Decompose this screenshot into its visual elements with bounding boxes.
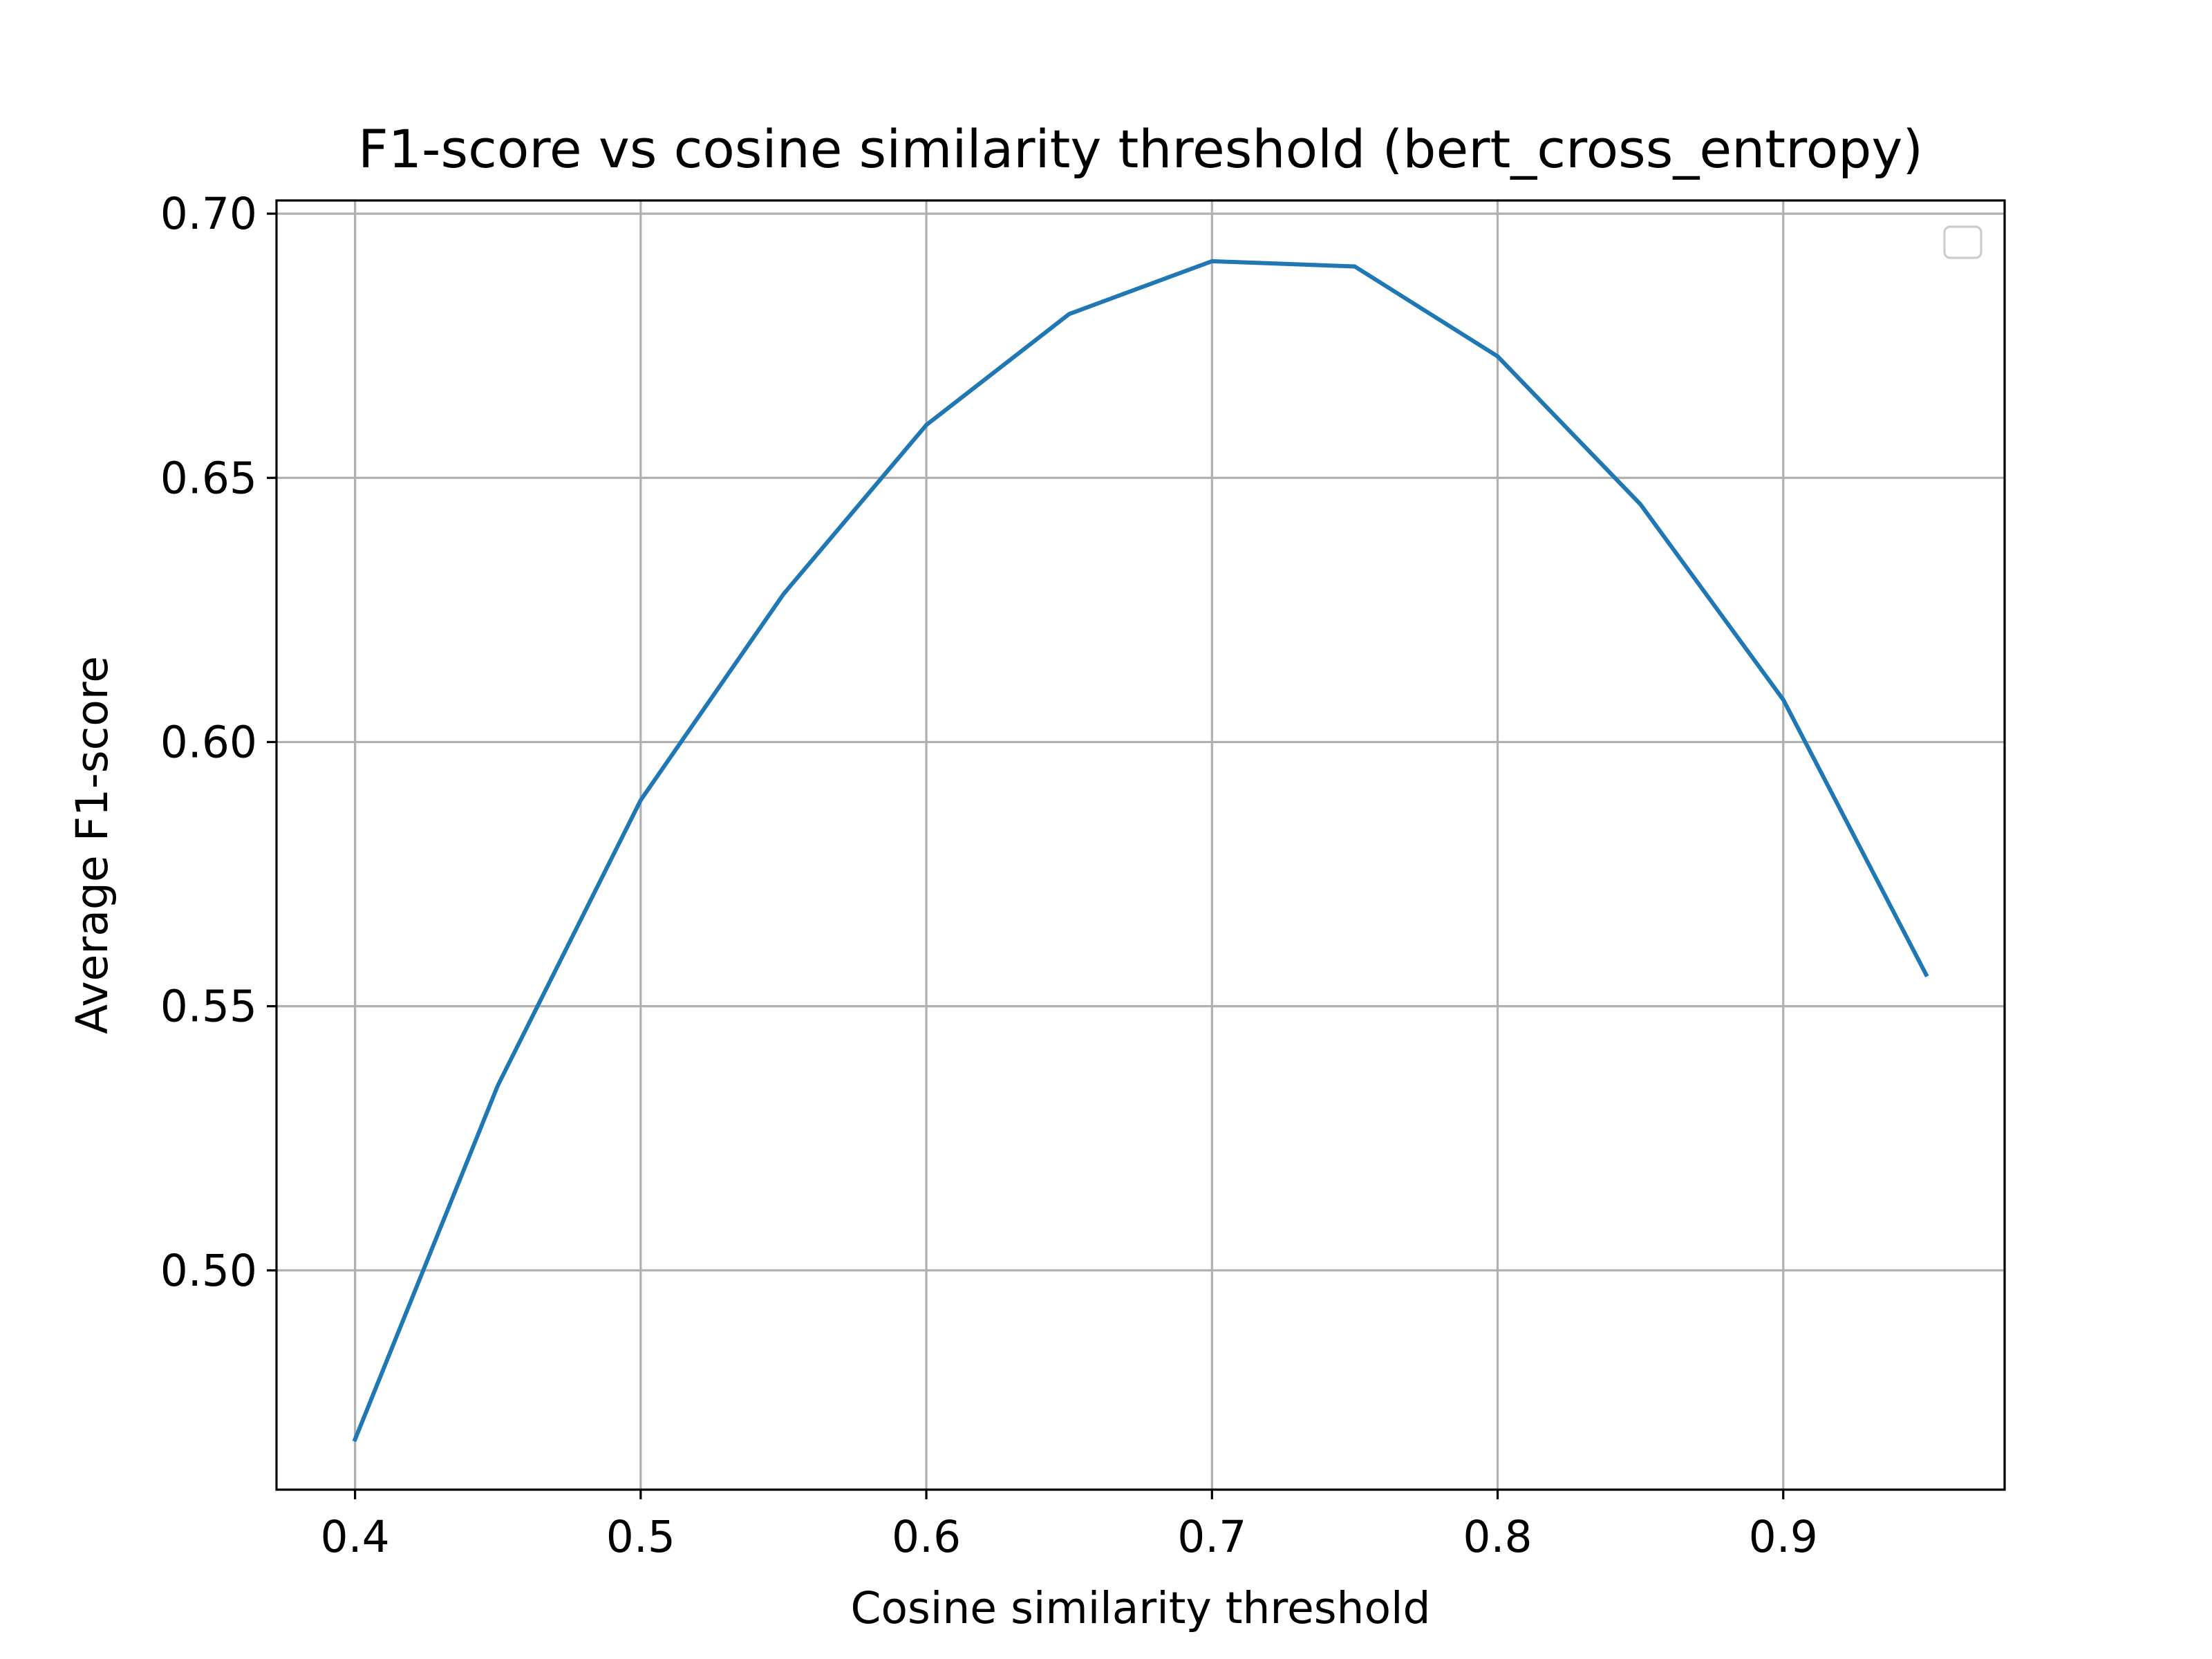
legend-box (1943, 225, 1983, 259)
plot-frame (275, 199, 2006, 1491)
y-tick-label: 0.55 (160, 982, 257, 1032)
x-tick-label: 0.7 (1177, 1512, 1246, 1562)
series-line (352, 259, 1929, 1443)
grid-lines (276, 200, 2005, 1490)
y-tick-label: 0.50 (160, 1246, 257, 1296)
x-tick-label: 0.5 (606, 1512, 675, 1562)
y-tick-label: 0.65 (160, 453, 257, 503)
series-layer (352, 259, 1929, 1443)
y-tick-label: 0.70 (160, 189, 257, 239)
chart-title: F1-score vs cosine similarity threshold … (358, 118, 1923, 180)
x-tick-label: 0.4 (321, 1512, 390, 1562)
y-tick-label: 0.60 (160, 717, 257, 767)
ticks: 0.4 0.5 0.6 0.7 0.8 0.9 0.50 0.55 0.60 0.65 0.70 (160, 189, 1818, 1562)
x-axis-label: Cosine similarity threshold (851, 1583, 1431, 1633)
y-axis-label: Average F1-score (67, 656, 118, 1034)
x-tick-label: 0.9 (1749, 1512, 1818, 1562)
x-tick-label: 0.8 (1463, 1512, 1532, 1562)
legend (1943, 225, 1983, 259)
x-tick-label: 0.6 (892, 1512, 961, 1562)
